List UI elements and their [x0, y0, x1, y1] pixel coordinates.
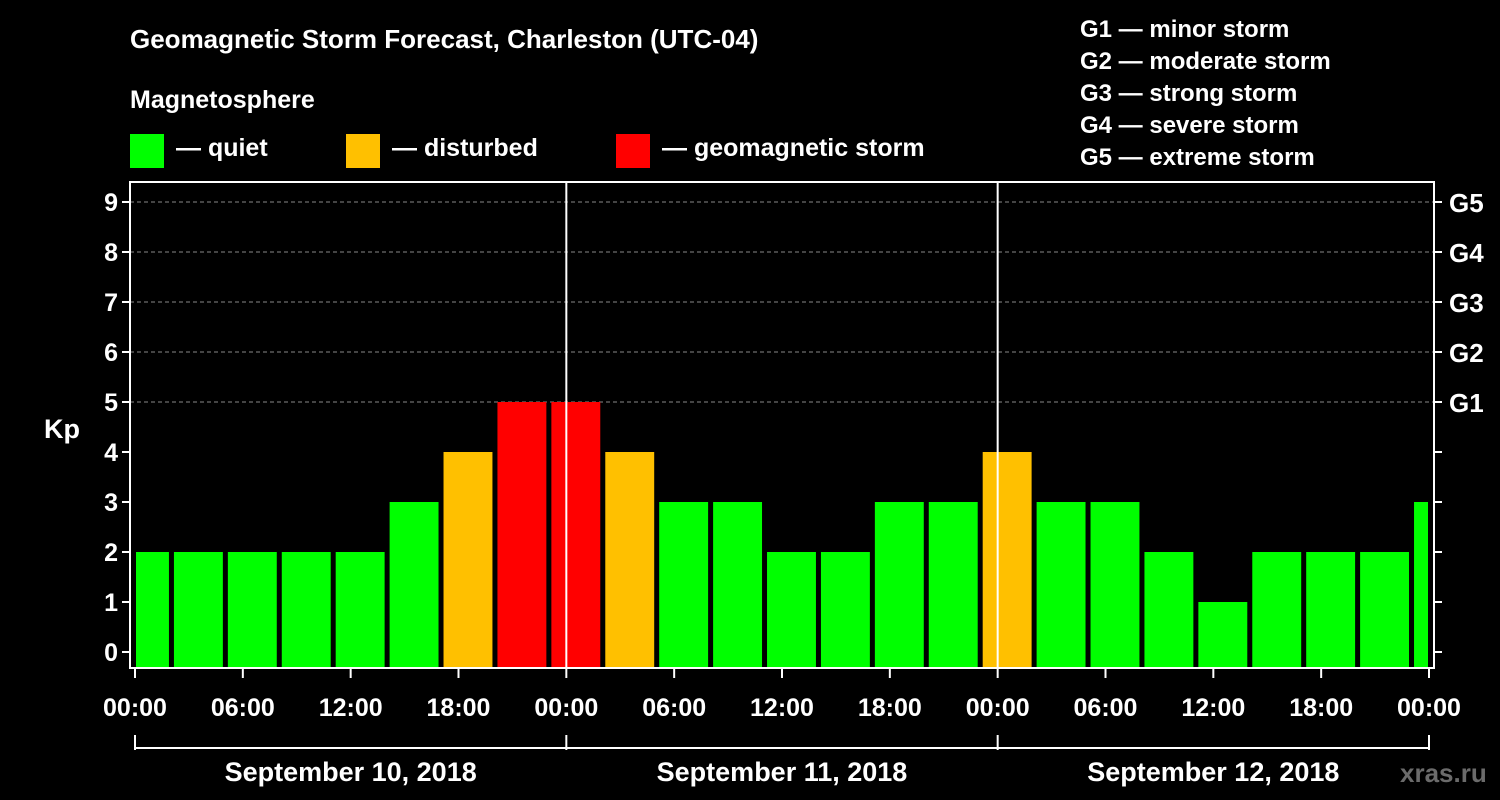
kp-bar — [1252, 552, 1302, 668]
g-scale-g1: G1 — minor storm — [1080, 16, 1290, 43]
legend-label-disturbed: — disturbed — [392, 134, 538, 162]
kp-bar — [281, 552, 331, 668]
watermark: xras.ru — [1400, 758, 1487, 788]
g-scale-axis-label: G5 — [1449, 188, 1484, 218]
x-tick-label: 06:00 — [642, 694, 706, 722]
x-tick-label: 12:00 — [1181, 694, 1245, 722]
kp-bar — [1036, 502, 1086, 668]
y-tick-label: 8 — [104, 239, 118, 267]
x-tick-label: 18:00 — [1289, 694, 1353, 722]
x-tick-label: 18:00 — [858, 694, 922, 722]
kp-bar — [1144, 552, 1194, 668]
day-label: September 10, 2018 — [225, 757, 477, 787]
g-scale-axis-label: G2 — [1449, 338, 1484, 368]
kp-bar — [820, 552, 870, 668]
legend-swatch-storm — [616, 134, 650, 168]
chart-title: Geomagnetic Storm Forecast, Charleston (… — [130, 24, 759, 54]
kp-bar — [136, 552, 169, 668]
day-label: September 11, 2018 — [657, 757, 908, 787]
legend-label-quiet: — quiet — [176, 134, 268, 162]
kp-bar — [335, 552, 385, 668]
kp-bar — [1306, 552, 1356, 668]
y-tick-label: 5 — [104, 389, 118, 417]
x-tick-label: 06:00 — [1074, 694, 1138, 722]
kp-bar — [497, 402, 547, 668]
g-scale-axis-label: G3 — [1449, 288, 1484, 318]
x-tick-label: 12:00 — [750, 694, 814, 722]
y-tick-label: 2 — [104, 539, 118, 567]
x-tick-label: 12:00 — [319, 694, 383, 722]
x-tick-label: 00:00 — [966, 694, 1030, 722]
y-tick-label: 7 — [104, 289, 118, 317]
legend-swatch-disturbed — [346, 134, 380, 168]
day-label: September 12, 2018 — [1087, 757, 1339, 787]
y-axis-title: Kp — [44, 414, 80, 444]
kp-bar — [443, 452, 493, 668]
kp-bar — [874, 502, 924, 668]
g-scale-g4: G4 — severe storm — [1080, 112, 1299, 139]
y-tick-label: 6 — [104, 339, 118, 367]
kp-bar — [713, 502, 763, 668]
g-scale-g5: G5 — extreme storm — [1080, 144, 1315, 171]
x-tick-label: 06:00 — [211, 694, 275, 722]
g-scale-g3: G3 — strong storm — [1080, 80, 1298, 107]
kp-bar — [1198, 602, 1248, 668]
kp-bar — [1090, 502, 1140, 668]
y-tick-label: 1 — [104, 589, 118, 617]
legend-swatch-quiet — [130, 134, 164, 168]
y-tick-label: 4 — [104, 439, 118, 467]
kp-bar — [1360, 552, 1410, 668]
x-tick-label: 00:00 — [103, 694, 167, 722]
g-scale-axis-label: G4 — [1449, 238, 1484, 268]
y-tick-label: 0 — [104, 639, 118, 667]
g-scale-g2: G2 — moderate storm — [1080, 48, 1331, 75]
kp-bar — [982, 452, 1032, 668]
kp-bar — [551, 402, 601, 668]
x-tick-label: 18:00 — [427, 694, 491, 722]
kp-bar — [659, 502, 709, 668]
magnetosphere-heading: Magnetosphere — [130, 86, 315, 114]
kp-bar — [227, 552, 277, 668]
kp-bar — [389, 502, 439, 668]
legend-label-storm: — geomagnetic storm — [662, 134, 925, 162]
g-scale-axis-label: G1 — [1449, 388, 1484, 418]
kp-bar — [605, 452, 655, 668]
x-tick-label: 00:00 — [534, 694, 598, 722]
kp-bar — [928, 502, 978, 668]
y-tick-label: 9 — [104, 189, 118, 217]
y-tick-label: 3 — [104, 489, 118, 517]
kp-bar — [173, 552, 223, 668]
x-tick-label: 00:00 — [1397, 694, 1461, 722]
kp-bar — [767, 552, 816, 668]
kp-bar — [1414, 502, 1428, 668]
